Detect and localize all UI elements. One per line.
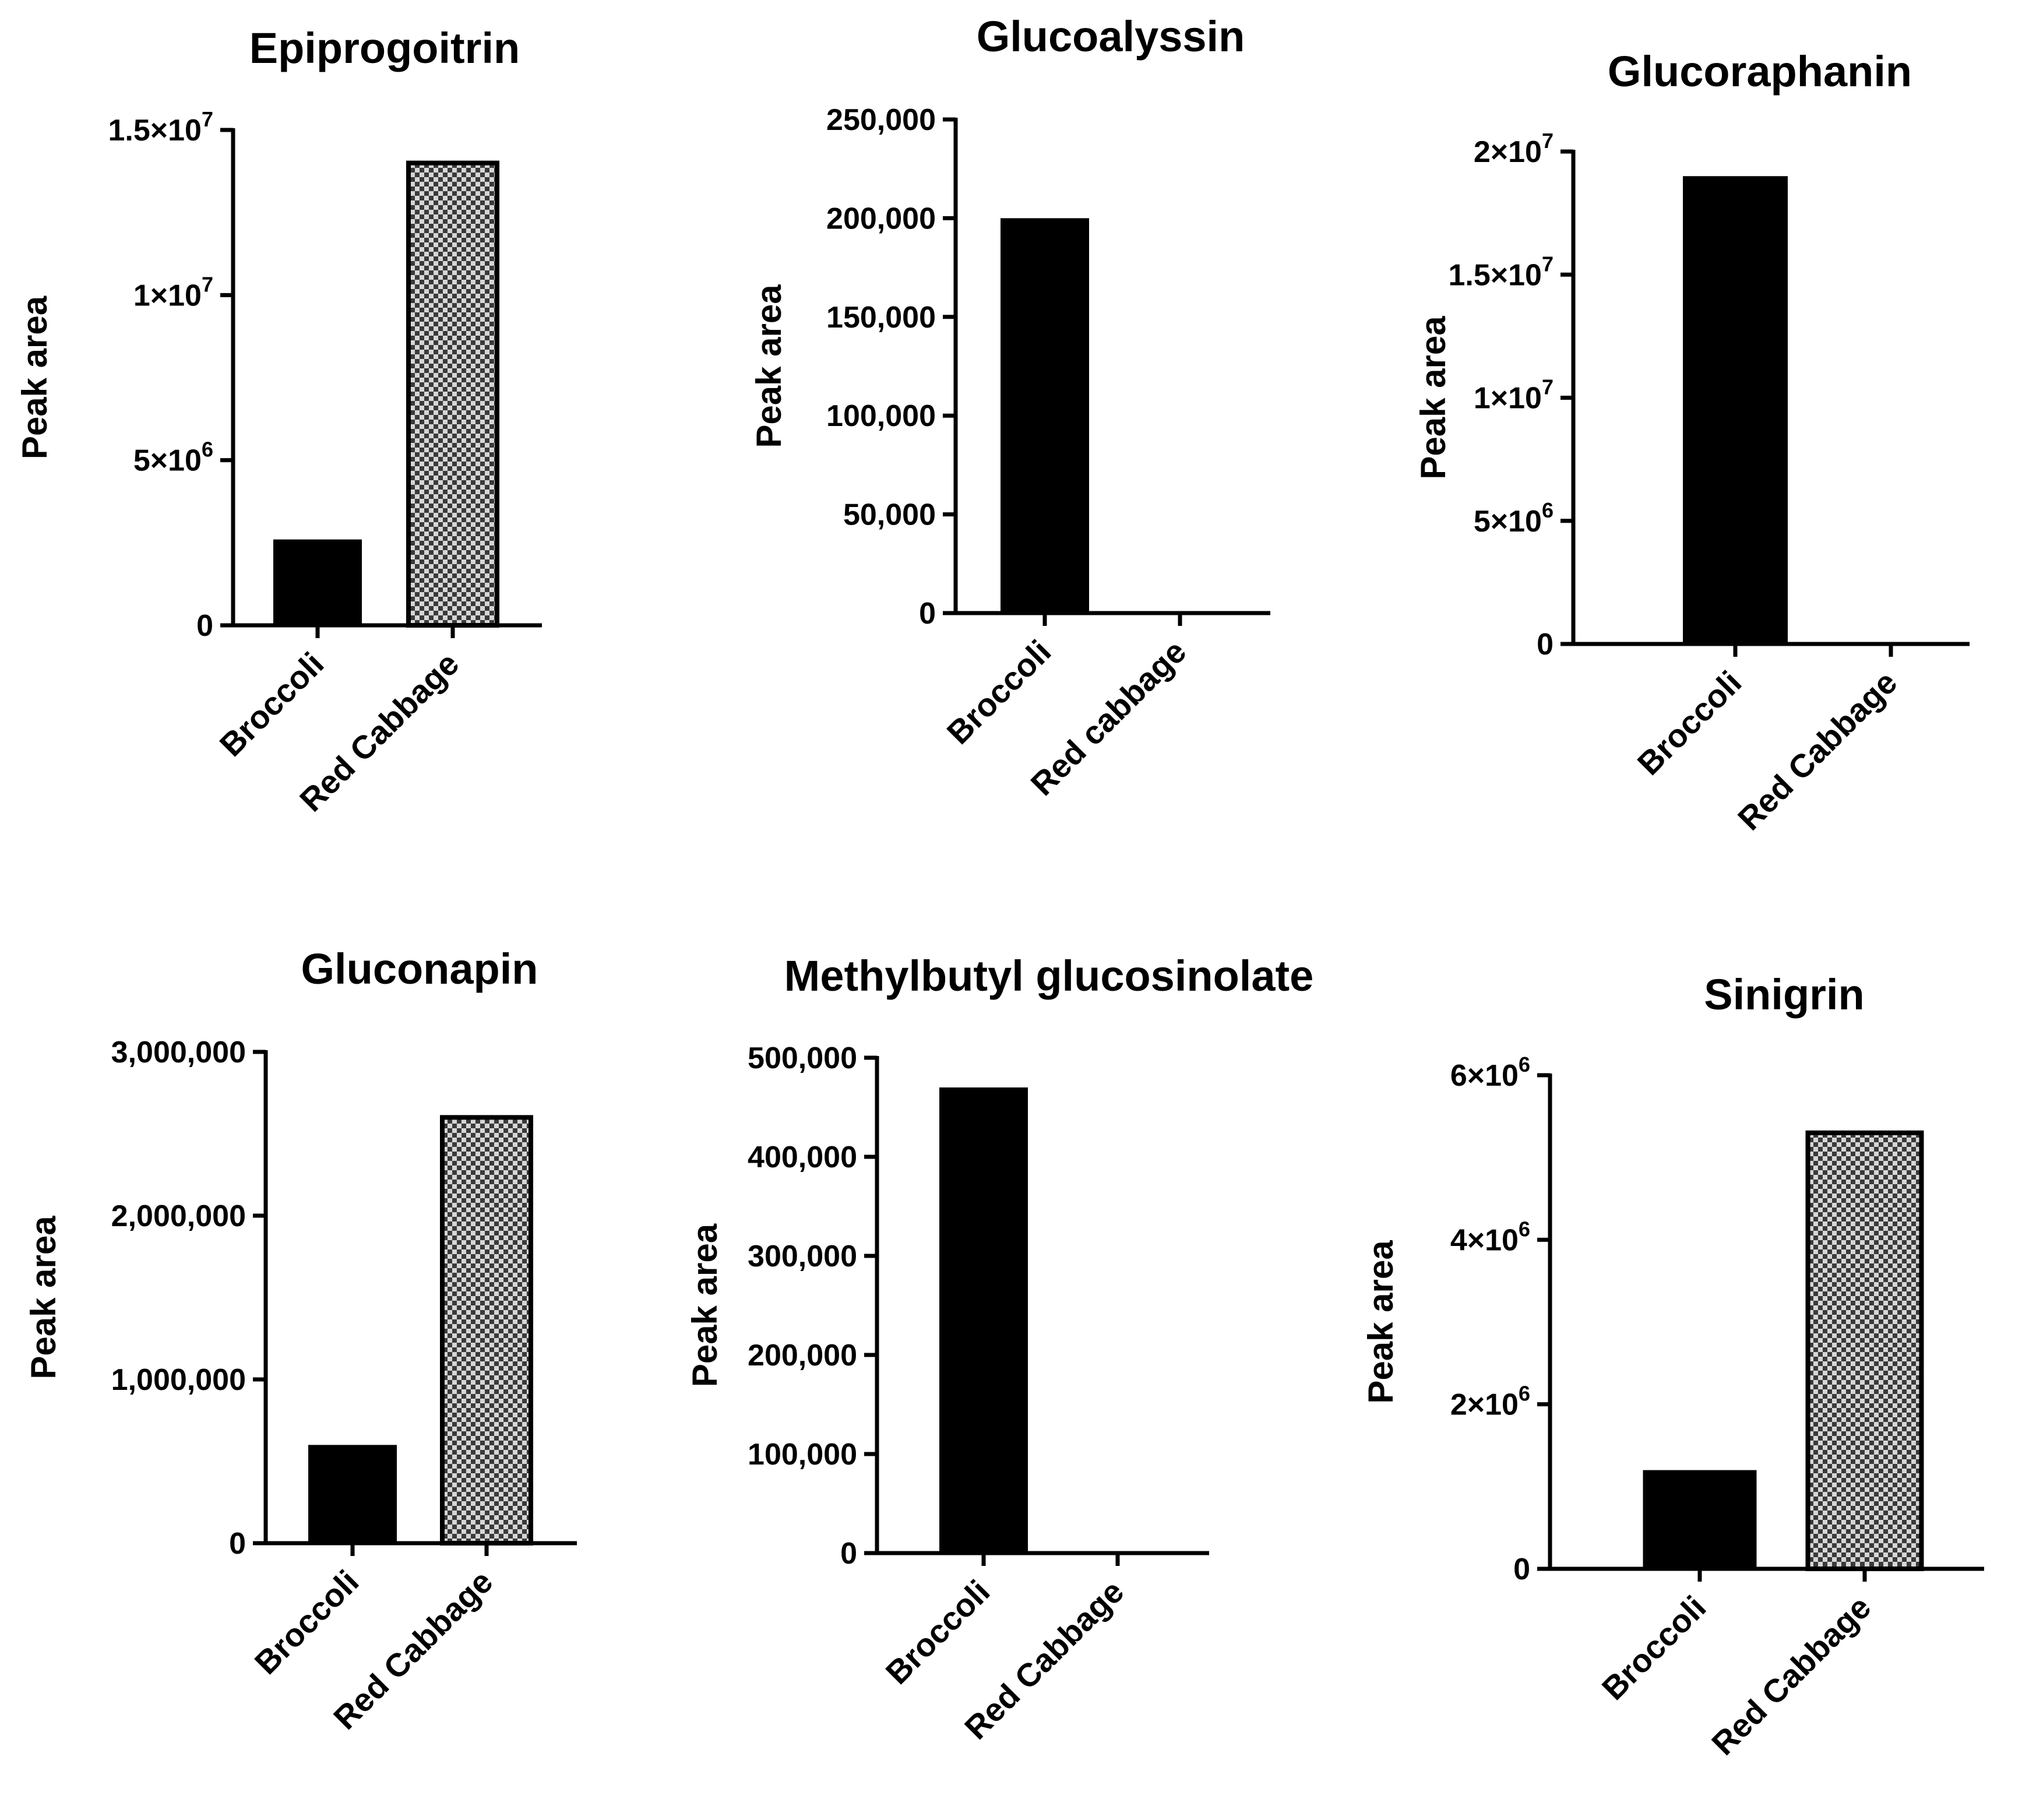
y-tick-label: 50,000 xyxy=(843,498,936,532)
bar-broccoli xyxy=(273,539,362,625)
y-tick-label: 250,000 xyxy=(826,103,936,137)
bar-broccoli xyxy=(308,1445,397,1543)
y-tick-label: 1.5×107 xyxy=(1448,252,1554,292)
x-category-label: Broccoli xyxy=(1595,1589,1713,1707)
y-tick-label: 3,000,000 xyxy=(111,1036,246,1069)
y-axis-label: Peak area xyxy=(24,1216,63,1379)
y-tick-label: 200,000 xyxy=(826,202,936,235)
y-tick-label: 0 xyxy=(840,1537,857,1571)
y-tick-label: 1.5×107 xyxy=(108,107,213,147)
y-tick-label: 0 xyxy=(196,609,213,643)
y-tick-label: 2×107 xyxy=(1474,129,1554,169)
x-category-label: Red Cabbage xyxy=(1704,1589,1878,1762)
x-category-label: Broccoli xyxy=(213,645,331,763)
y-axis-label: Peak area xyxy=(685,1223,724,1387)
chart-5: Methylbutyl glucosinolate Peak area 0 100,0… xyxy=(685,952,1313,1747)
x-category-label: Broccoli xyxy=(940,633,1058,751)
chart-title: Glucoalyssin xyxy=(977,12,1245,61)
chart-title: Gluconapin xyxy=(301,945,538,993)
chart-title: Epiprogoitrin xyxy=(249,24,520,72)
bar-broccoli xyxy=(1683,176,1788,644)
bar-red-cabbage xyxy=(440,1115,533,1546)
chart-4: Gluconapin Peak area 0 1,000,000 2,000,000 3,… xyxy=(24,945,577,1737)
y-tick-label: 0 xyxy=(919,597,936,631)
y-tick-label: 100,000 xyxy=(826,399,936,433)
x-category-label: Broccoli xyxy=(1630,664,1749,782)
chart-6: Sinigrin Peak area 0 2×106 4×106 6×106 Broccol… xyxy=(1361,970,1984,1762)
chart-3: Glucoraphanin Peak area 0 5×106 1×107 1.5×107… xyxy=(1414,47,1970,837)
bar-broccoli xyxy=(1643,1470,1757,1569)
y-tick-label: 0 xyxy=(229,1527,246,1561)
chart-title: Methylbutyl glucosinolate xyxy=(784,952,1314,1000)
y-tick-label: 1,000,000 xyxy=(111,1363,246,1397)
bar-red-cabbage xyxy=(1805,1130,1924,1571)
y-axis-label: Peak area xyxy=(15,295,54,459)
chart-title: Glucoraphanin xyxy=(1608,47,1912,96)
y-tick-label: 200,000 xyxy=(748,1339,857,1372)
y-tick-label: 0 xyxy=(1513,1553,1530,1586)
y-tick-label: 5×106 xyxy=(1474,498,1554,538)
y-tick-label: 2×106 xyxy=(1450,1382,1530,1422)
chart-title: Sinigrin xyxy=(1704,970,1864,1019)
chart-2: Glucoalyssin Peak area 0 50,000 100,000 150,0… xyxy=(749,12,1270,802)
bar-red-cabbage xyxy=(406,160,499,628)
charts-root: Epiprogoitrin Peak area 0 5×106 1×107 1.5×107… xyxy=(15,12,1984,1762)
bar-broccoli xyxy=(1001,218,1089,613)
y-tick-label: 6×106 xyxy=(1450,1052,1530,1093)
y-tick-label: 1×107 xyxy=(133,272,213,312)
y-axis-label: Peak area xyxy=(1414,316,1453,480)
y-tick-label: 500,000 xyxy=(748,1041,857,1075)
y-tick-label: 2,000,000 xyxy=(111,1199,246,1233)
y-tick-label: 4×106 xyxy=(1450,1217,1530,1257)
x-category-label: Broccoli xyxy=(248,1563,366,1681)
y-tick-label: 400,000 xyxy=(748,1140,857,1174)
x-category-label: Red Cabbage xyxy=(1731,664,1904,837)
y-tick-label: 300,000 xyxy=(748,1240,857,1273)
bar-broccoli xyxy=(939,1087,1028,1553)
y-tick-label: 150,000 xyxy=(826,301,936,335)
y-tick-label: 100,000 xyxy=(748,1438,857,1472)
y-tick-label: 5×106 xyxy=(133,438,213,478)
y-axis-label: Peak area xyxy=(749,284,788,448)
chart-1: Epiprogoitrin Peak area 0 5×106 1×107 1.5×107… xyxy=(15,24,542,819)
y-axis-label: Peak area xyxy=(1361,1240,1400,1404)
x-category-label: Broccoli xyxy=(879,1573,997,1691)
y-tick-label: 1×107 xyxy=(1474,375,1554,416)
y-tick-label: 0 xyxy=(1537,628,1554,661)
